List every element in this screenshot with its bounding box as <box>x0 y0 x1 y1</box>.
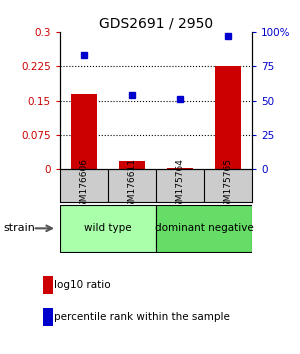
Bar <box>43 276 53 294</box>
Text: GSM175764: GSM175764 <box>176 158 184 213</box>
Bar <box>60 205 156 252</box>
Text: wild type: wild type <box>84 223 132 233</box>
Title: GDS2691 / 2950: GDS2691 / 2950 <box>99 17 213 31</box>
Bar <box>167 168 193 169</box>
Text: GSM176606: GSM176606 <box>80 158 88 213</box>
Bar <box>71 94 97 169</box>
Bar <box>215 66 241 169</box>
Bar <box>43 308 53 326</box>
Text: GSM176611: GSM176611 <box>128 158 136 213</box>
Text: dominant negative: dominant negative <box>154 223 254 233</box>
Text: log10 ratio: log10 ratio <box>54 280 111 290</box>
Text: GSM175765: GSM175765 <box>224 158 232 213</box>
Bar <box>156 205 252 252</box>
Text: strain: strain <box>3 223 35 233</box>
Bar <box>119 161 145 169</box>
Text: percentile rank within the sample: percentile rank within the sample <box>54 312 230 322</box>
